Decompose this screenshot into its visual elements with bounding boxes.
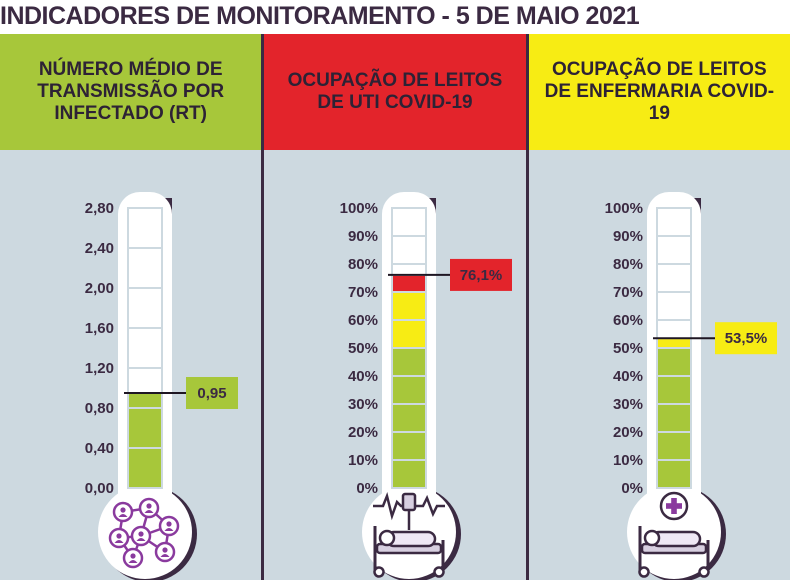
enfermaria-segment-fill bbox=[657, 405, 690, 431]
ward-bed-icon bbox=[637, 491, 710, 578]
rt-segment-outline bbox=[127, 207, 163, 249]
uti-segment-fill bbox=[393, 433, 426, 459]
enfermaria-segment-fill bbox=[657, 339, 690, 347]
enfermaria-tick-label: 10% bbox=[613, 452, 643, 469]
panel-rt-header: NÚMERO MÉDIO DE TRANSMISSÃO POR INFECTAD… bbox=[0, 34, 262, 150]
enfermaria-tick-label: 30% bbox=[613, 396, 643, 413]
rt-segment-outline bbox=[127, 327, 163, 369]
thermometer-uti: 0% 10% 20% 30% 40% 50% 60% 70% 80% 90% 100% 76,1% bbox=[340, 192, 513, 580]
uti-segment-outline bbox=[391, 235, 428, 265]
uti-value-box bbox=[450, 258, 513, 291]
icu-bed-icon bbox=[373, 491, 446, 578]
rt-tick-label: 1,20 bbox=[85, 360, 114, 377]
rt-value-box bbox=[186, 377, 238, 409]
panel-uti-header: OCUPAÇÃO DE LEITOS DE UTI COVID-19 bbox=[264, 34, 526, 150]
rt-value-label: 0,95 bbox=[197, 385, 226, 402]
uti-segment-fill bbox=[393, 461, 426, 487]
rt-segment-fill bbox=[129, 449, 161, 487]
uti-tick-label: 40% bbox=[348, 368, 378, 385]
uti-tick-label: 10% bbox=[348, 452, 378, 469]
rt-tick-label: 2,00 bbox=[85, 280, 114, 297]
enfermaria-segment-fill bbox=[657, 461, 690, 487]
enfermaria-value-label: 53,5% bbox=[724, 330, 767, 347]
uti-value-label: 76,1% bbox=[460, 267, 503, 284]
enfermaria-tick-label: 80% bbox=[613, 256, 643, 273]
uti-segment-fill bbox=[393, 293, 426, 319]
uti-segment-fill bbox=[393, 321, 426, 347]
rt-tick-label: 0,00 bbox=[85, 480, 114, 497]
network-people-icon bbox=[108, 497, 180, 569]
rt-tick-label: 1,60 bbox=[85, 320, 114, 337]
uti-tick-label: 20% bbox=[348, 424, 378, 441]
enfermaria-tick-label: 50% bbox=[613, 340, 643, 357]
enfermaria-segment-fill bbox=[657, 377, 690, 403]
rt-tick-label: 2,80 bbox=[85, 200, 114, 217]
uti-tick-label: 90% bbox=[348, 228, 378, 245]
uti-tick-label: 100% bbox=[340, 200, 378, 217]
thermometer-enfermaria: 0% 10% 20% 30% 40% 50% 60% 70% 80% 90% 100% 53,5% bbox=[604, 192, 777, 580]
uti-tick-label: 70% bbox=[348, 284, 378, 301]
rt-tick-label: 0,40 bbox=[85, 440, 114, 457]
uti-segment-outline bbox=[391, 207, 428, 237]
uti-tick-label: 80% bbox=[348, 256, 378, 273]
enfermaria-segment-fill bbox=[657, 349, 690, 375]
rt-segment-outline bbox=[127, 287, 163, 329]
enfermaria-segment-fill bbox=[657, 433, 690, 459]
uti-segment-fill bbox=[393, 405, 426, 431]
panel-rt: NÚMERO MÉDIO DE TRANSMISSÃO POR INFECTAD… bbox=[0, 34, 262, 580]
uti-tick-label: 50% bbox=[348, 340, 378, 357]
enfermaria-tick-label: 100% bbox=[604, 200, 642, 217]
rt-tick-label: 0,80 bbox=[85, 400, 114, 417]
rt-segment-fill bbox=[129, 409, 161, 447]
page-title: INDICADORES DE MONITORAMENTO - 5 DE MAIO… bbox=[0, 2, 640, 30]
rt-segment-fill bbox=[129, 394, 161, 407]
enfermaria-segment-outline bbox=[655, 291, 692, 321]
enfermaria-tick-label: 90% bbox=[613, 228, 643, 245]
uti-tick-label: 0% bbox=[357, 480, 379, 497]
panel-enfermaria: OCUPAÇÃO DE LEITOS DE ENFERMARIA COVID-1… bbox=[525, 34, 790, 580]
uti-segment-fill bbox=[393, 377, 426, 403]
panel-enfermaria-header: OCUPAÇÃO DE LEITOS DE ENFERMARIA COVID-1… bbox=[528, 34, 790, 150]
uti-segment-fill bbox=[393, 275, 426, 291]
panel-uti: OCUPAÇÃO DE LEITOS DE UTI COVID-19 0% 10%… bbox=[261, 34, 526, 580]
enfermaria-value-box bbox=[714, 322, 777, 355]
enfermaria-segment-outline bbox=[655, 235, 692, 265]
rt-segment-outline bbox=[127, 247, 163, 289]
panels: NÚMERO MÉDIO DE TRANSMISSÃO POR INFECTAD… bbox=[0, 34, 790, 580]
enfermaria-segment-outline bbox=[655, 263, 692, 293]
enfermaria-tick-label: 0% bbox=[621, 480, 643, 497]
thermometer-rt: 0,00 0,40 0,80 1,20 1,60 2,00 2,40 2,80 0,95 bbox=[85, 192, 238, 580]
enfermaria-segment-outline bbox=[655, 207, 692, 237]
enfermaria-tick-label: 20% bbox=[613, 424, 643, 441]
enfermaria-tick-label: 70% bbox=[613, 284, 643, 301]
enfermaria-tick-label: 60% bbox=[613, 312, 643, 329]
enfermaria-tick-label: 40% bbox=[613, 368, 643, 385]
uti-tick-label: 60% bbox=[348, 312, 378, 329]
uti-segment-fill bbox=[393, 349, 426, 375]
rt-tick-label: 2,40 bbox=[85, 240, 114, 257]
uti-tick-label: 30% bbox=[348, 396, 378, 413]
